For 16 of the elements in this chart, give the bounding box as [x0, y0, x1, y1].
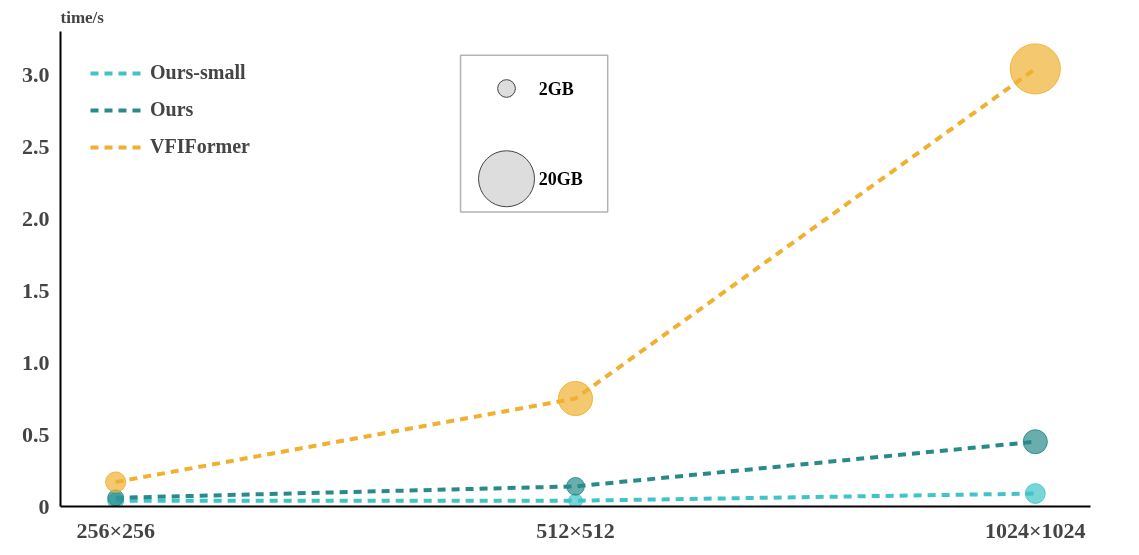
y-tick-label: 0.5	[22, 421, 50, 447]
x-tick-label: 512×512	[536, 517, 615, 543]
legend-label: 20GB	[538, 168, 583, 189]
y-axis-title: time/s	[60, 7, 105, 27]
y-tick-label: 1.0	[22, 349, 50, 375]
x-tick-label: 1024×1024	[985, 517, 1086, 543]
legend-label: Ours	[150, 98, 194, 121]
y-tick-label: 0	[38, 493, 50, 519]
y-tick-label: 3.0	[22, 61, 50, 87]
y-tick-label: 1.5	[22, 277, 50, 303]
y-tick-label: 2.5	[22, 133, 50, 159]
legend-label: Ours-small	[150, 61, 246, 84]
x-tick-label: 256×256	[76, 517, 155, 543]
y-tick-label: 2.0	[22, 205, 50, 231]
legend-label: VFIFormer	[150, 135, 250, 158]
legend-label: 2GB	[538, 78, 574, 99]
